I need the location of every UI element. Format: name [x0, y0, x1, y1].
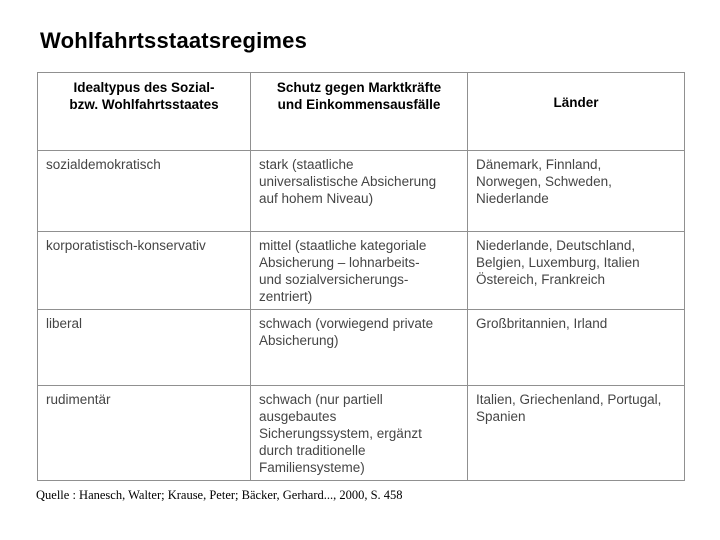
cell-laender-3: Großbritannien, Irland	[467, 309, 685, 386]
table-row-korporatistisch: korporatistisch-konservativ mittel (staa…	[37, 231, 685, 310]
cell-schutz-3: schwach (vorwiegend private Absicherung)	[250, 309, 468, 386]
table-row-sozialdemokratisch: sozialdemokratisch stark (staatliche uni…	[37, 150, 685, 232]
cell-regime-4: rudimentär	[37, 385, 251, 481]
cell-laender-4: Italien, Griechenland, Portugal, Spanien	[467, 385, 685, 481]
welfare-regimes-table: Idealtypus des Sozial- bzw. Wohlfahrtsst…	[37, 72, 685, 481]
header-cell-idealtypus: Idealtypus des Sozial- bzw. Wohlfahrtsst…	[37, 72, 251, 151]
table-header-row: Idealtypus des Sozial- bzw. Wohlfahrtsst…	[37, 72, 685, 151]
table-row-rudimentaer: rudimentär schwach (nur partiell ausgeba…	[37, 385, 685, 481]
slide-title: Wohlfahrtsstaatsregimes	[40, 28, 308, 53]
header-cell-schutz: Schutz gegen Marktkräfte und Einkommensa…	[250, 72, 468, 151]
cell-schutz-4: schwach (nur partiell ausgebautes Sicher…	[250, 385, 468, 481]
cell-regime-1: sozialdemokratisch	[37, 150, 251, 232]
cell-schutz-1: stark (staatliche universalistische Absi…	[250, 150, 468, 232]
cell-regime-2: korporatistisch-konservativ	[37, 231, 251, 310]
cell-regime-3: liberal	[37, 309, 251, 386]
cell-schutz-2: mittel (staatliche kategoriale Absicheru…	[250, 231, 468, 310]
cell-laender-1: Dänemark, Finnland, Norwegen, Schweden, …	[467, 150, 685, 232]
cell-laender-2: Niederlande, Deutschland, Belgien, Luxem…	[467, 231, 685, 310]
header-cell-laender: Länder	[467, 72, 685, 151]
source-citation: Quelle : Hanesch, Walter; Krause, Peter;…	[36, 488, 403, 502]
table-row-liberal: liberal schwach (vorwiegend private Absi…	[37, 309, 685, 386]
